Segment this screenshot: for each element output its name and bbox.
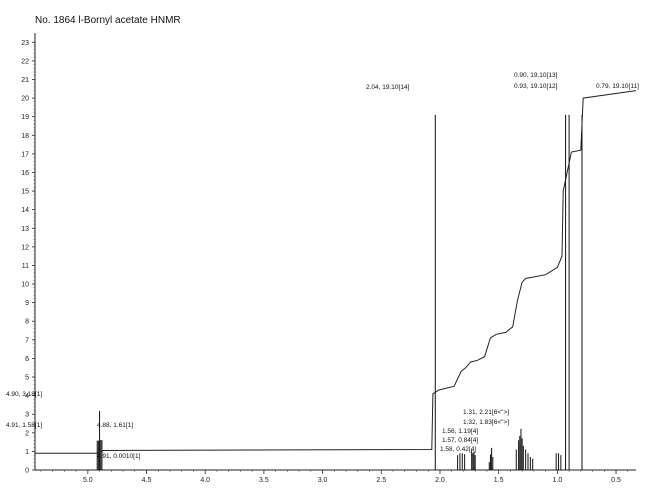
x-tick-label: 1.0 [552,477,562,484]
x-tick-label: 4.5 [142,477,152,484]
peak-annotation-label: 0.93, 19.10[12] [514,83,558,90]
y-tick-label: 3 [25,412,29,419]
peak-annotation-label: 1.57, 0.84[4] [442,437,478,444]
chart-title: No. 1864 l-Bornyl acetate HNMR [35,15,181,26]
peak-lines [96,114,583,470]
y-tick-label: 7 [25,337,29,344]
integral-line [35,90,637,454]
y-tick-label: 1 [25,449,29,456]
y-tick-label: 0 [25,468,29,475]
y-tick-label: 6 [25,356,29,363]
axes: 012345678910111213141516171819202122235.… [21,33,636,484]
x-tick-label: 2.5 [376,477,386,484]
x-tick-label: 1.5 [494,477,504,484]
peak-annotation-label: 1.32, 1.83[6<">] [463,419,509,426]
peak-annotation-label: 4.90, 3.18[1] [6,391,42,398]
y-tick-label: 4 [25,393,29,400]
x-tick-label: 0.5 [611,477,621,484]
y-tick-label: 10 [21,282,29,289]
x-tick-label: 4.0 [200,477,210,484]
y-tick-label: 20 [21,96,29,103]
peak-annotation-label: 1.58, 0.42[4] [440,446,476,453]
y-tick-label: 16 [21,170,29,177]
peak-annotation-label: 1.31, 2.21[6<">] [463,409,509,416]
y-tick-label: 15 [21,189,29,196]
y-tick-label: 2 [25,430,29,437]
peak-annotations: 4.90, 3.18[1] 4.91, 1.58[1] 4.88, 1.61[1] 4… [6,72,639,460]
y-tick-label: 17 [21,151,29,158]
peak-annotation-label: 0.79, 19.10[11] [596,83,639,90]
y-tick-label: 23 [21,40,29,47]
y-tick-label: 13 [21,226,29,233]
y-tick-label: 18 [21,133,29,140]
x-tick-label: 5.0 [83,477,93,484]
x-tick-label: 3.5 [259,477,269,484]
y-tick-label: 22 [21,58,29,65]
peak-annotation-label: 1.56, 1.19[4] [442,428,478,435]
x-tick-label: 3.0 [318,477,328,484]
y-tick-label: 14 [21,207,29,214]
y-tick-label: 12 [21,244,29,251]
peak-annotation-label: 4.88, 1.61[1] [97,422,133,429]
peak-annotation-label: 4.91, 1.58[1] [6,422,42,429]
x-tick-label: 2.0 [435,477,445,484]
peak-annotation-label: 0.90, 19.10[13] [514,72,558,79]
peak-annotation-label: 4.91, 0.0010[1] [97,453,141,460]
y-tick-label: 8 [25,319,29,326]
integral-curve [35,90,637,454]
y-tick-label: 9 [25,300,29,307]
y-tick-label: 19 [21,114,29,121]
y-tick-label: 11 [22,263,29,270]
y-tick-label: 5 [25,375,29,382]
y-tick-label: 21 [21,77,29,84]
peak-annotation-label: 2.04, 19.10[14] [366,84,410,91]
